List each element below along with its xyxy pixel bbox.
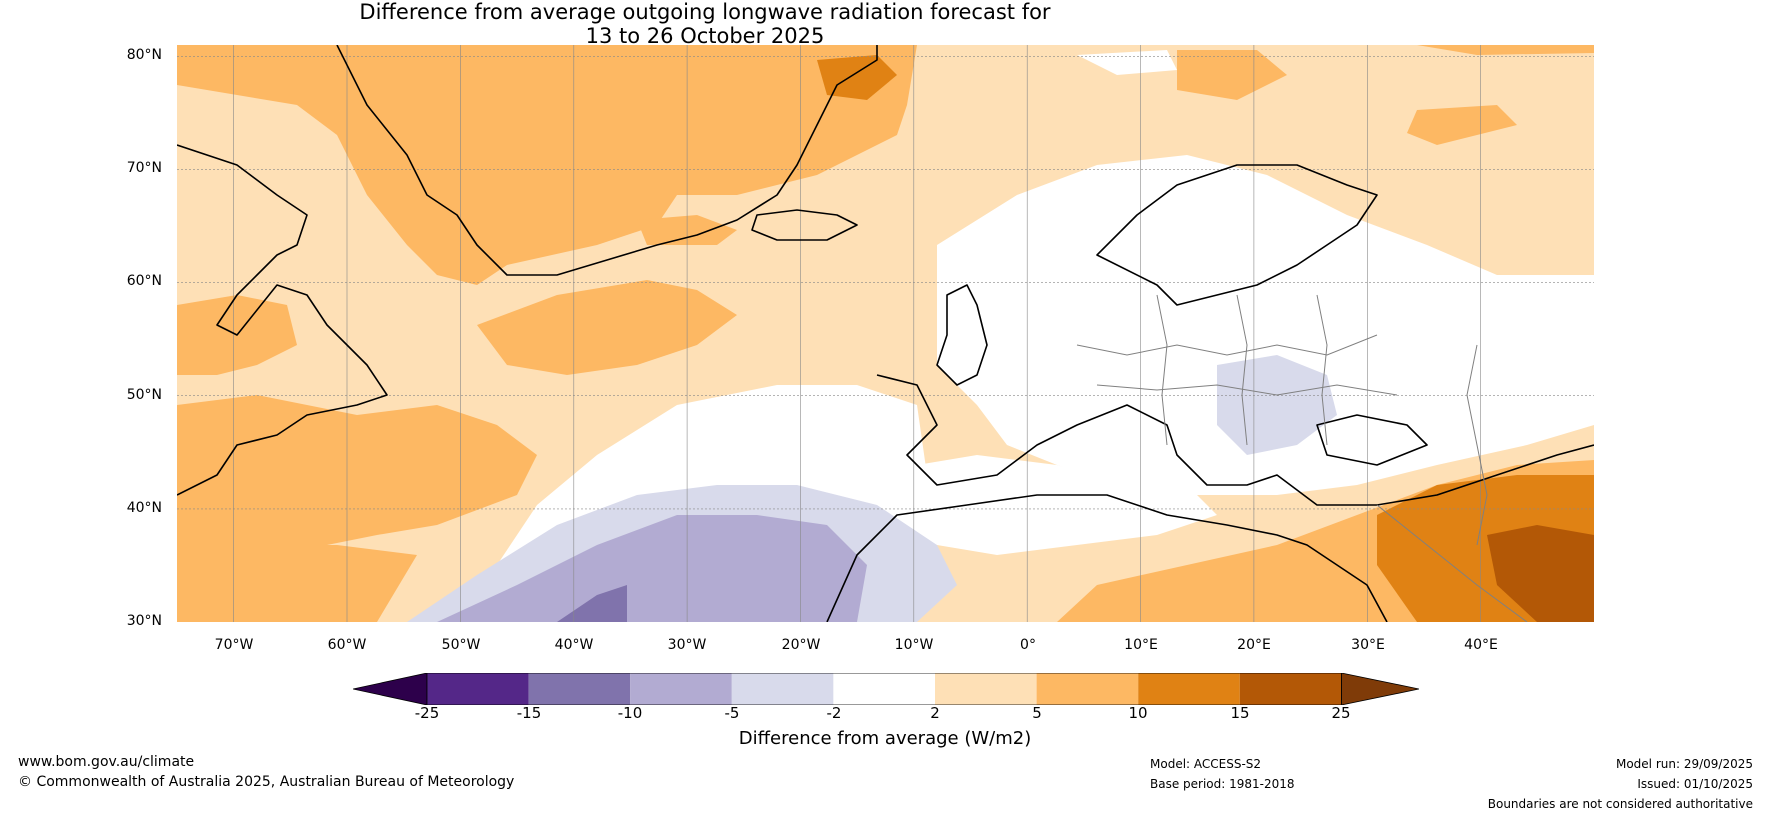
model-run-text: Model run: 29/09/2025 xyxy=(1615,757,1753,771)
title-line-2: 13 to 26 October 2025 xyxy=(585,24,825,48)
map-svg xyxy=(177,45,1594,622)
colorbar-tick: -15 xyxy=(516,704,542,722)
colorbar-tick: 5 xyxy=(1032,704,1042,722)
map-panel[interactable] xyxy=(177,45,1594,622)
lat-label-60n: 60°N xyxy=(126,273,162,289)
anomaly-region-mideast-darkest xyxy=(1487,525,1594,622)
colorbar-tick: 2 xyxy=(930,704,940,722)
anomaly-region-topright-orange xyxy=(1417,45,1594,55)
colorbar-frame xyxy=(426,673,1342,705)
colorbar-tick: 10 xyxy=(1128,704,1148,722)
anomaly-region-atlantic-purple xyxy=(437,515,867,622)
lon-label-60w: 60°W xyxy=(327,637,367,653)
colorbar xyxy=(353,673,1419,705)
colorbar-bin-6 xyxy=(935,673,1037,705)
lon-label-40w: 40°W xyxy=(554,637,594,653)
colorbar-bin-1 xyxy=(427,673,529,705)
lat-label-30n: 30°N xyxy=(126,613,162,629)
colorbar-bin-4 xyxy=(731,673,834,705)
gridlines xyxy=(177,45,1594,622)
anomaly-region-svalbard-orange xyxy=(1177,50,1287,100)
colorbar-bin-3 xyxy=(630,673,732,705)
lon-label-30w: 30°W xyxy=(667,637,707,653)
coastlines xyxy=(177,45,1594,622)
lat-label-40n: 40°N xyxy=(126,500,162,516)
colorbar-tick: -5 xyxy=(724,704,740,722)
anomaly-region-atlantic-darkpurple xyxy=(557,585,627,622)
colorbar-tick: -2 xyxy=(826,704,842,722)
canada-coast xyxy=(177,144,388,496)
base-period-text: Base period: 1981-2018 xyxy=(1150,777,1295,791)
anomaly-region-europe-white xyxy=(937,155,1594,495)
colorbar-bin-8 xyxy=(1138,673,1240,705)
colorbar-extend-low xyxy=(353,673,428,705)
lon-label-70w: 70°W xyxy=(214,637,254,653)
colorbar-label: Difference from average (W/m2) xyxy=(738,728,1032,749)
lat-label-50n: 50°N xyxy=(126,387,162,403)
colorbar-tick: 15 xyxy=(1230,704,1250,722)
anomaly-region-greenland-dark xyxy=(817,55,897,100)
chart-title: Difference from average outgoing longwav… xyxy=(0,0,1410,48)
lon-label-10w: 10°W xyxy=(894,637,934,653)
colorbar-tick: -25 xyxy=(414,704,440,722)
anomaly-region-westatlantic-lower xyxy=(177,545,417,622)
blacksea-coast xyxy=(1316,414,1428,466)
lon-label-40e: 40°E xyxy=(1464,637,1498,653)
anomaly-region-greenland-orange xyxy=(177,45,917,285)
lon-label-50w: 50°W xyxy=(441,637,481,653)
colorbar-tick: 25 xyxy=(1331,704,1351,722)
lat-label-70n: 70°N xyxy=(126,160,162,176)
greenland-coast xyxy=(336,45,878,276)
anomaly-region-barents-orange xyxy=(1407,105,1517,145)
model-text: Model: ACCESS-S2 xyxy=(1150,757,1262,771)
anomaly-region-westatlantic-orange xyxy=(177,395,537,545)
britain-coast xyxy=(936,284,988,386)
colorbar-tick: -10 xyxy=(617,704,643,722)
disclaimer-text: Boundaries are not considered authoritat… xyxy=(1487,797,1753,811)
colorbar-bin-5 xyxy=(833,673,935,705)
colorbar-extend-high xyxy=(1341,673,1419,705)
issued-text: Issued: 01/10/2025 xyxy=(1637,777,1753,791)
iceland-coast xyxy=(751,209,858,241)
scandinavia-coast xyxy=(1096,164,1378,306)
lon-label-30e: 30°E xyxy=(1351,637,1385,653)
lon-label-10e: 10°E xyxy=(1124,637,1158,653)
country-borders xyxy=(1076,294,1528,622)
copyright-text: © Commonwealth of Australia 2025, Austra… xyxy=(18,774,515,790)
europe-coast xyxy=(876,374,1594,506)
anomaly-region-midatlantic-orange xyxy=(477,280,737,375)
lon-label-0: 0° xyxy=(1020,637,1036,653)
lon-label-20w: 20°W xyxy=(781,637,821,653)
lon-label-20e: 20°E xyxy=(1237,637,1271,653)
colorbar-bin-2 xyxy=(528,673,631,705)
title-line-1: Difference from average outgoing longwav… xyxy=(359,0,1051,24)
colorbar-bin-7 xyxy=(1036,673,1139,705)
lat-label-80n: 80°N xyxy=(126,47,162,63)
anomaly-region-med-white xyxy=(917,455,1217,555)
anomaly-region-centraleurope-lightpurple xyxy=(1217,355,1337,455)
africa-coast xyxy=(826,494,1388,622)
website-link[interactable]: www.bom.gov.au/climate xyxy=(18,754,195,770)
colorbar-bin-9 xyxy=(1239,673,1342,705)
